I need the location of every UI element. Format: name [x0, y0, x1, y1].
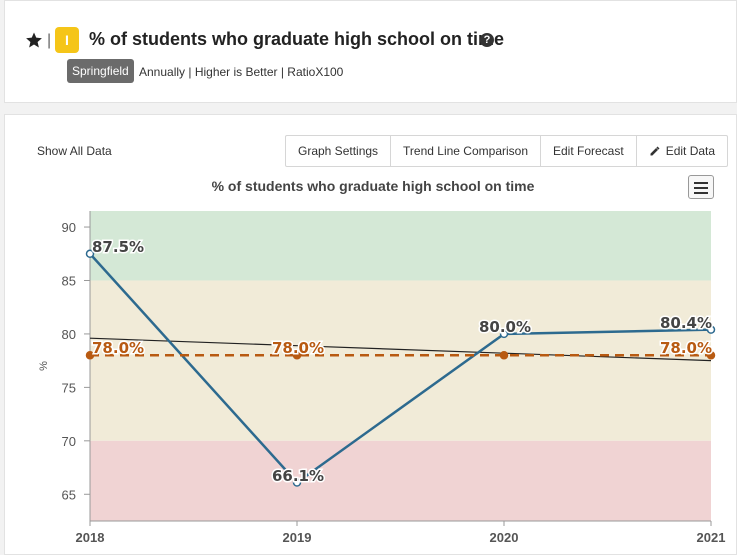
- data-point: [292, 478, 302, 487]
- edit-data-button[interactable]: Edit Data: [637, 136, 727, 166]
- data-label: 78.0%: [660, 339, 712, 357]
- page-title: % of students who graduate high school o…: [89, 29, 505, 49]
- data-point: [85, 249, 95, 259]
- indicator-type-badge: I: [55, 27, 79, 53]
- data-point: [499, 329, 509, 339]
- data-point: [292, 351, 302, 360]
- y-tick-label: 85: [62, 273, 76, 288]
- pencil-icon: [650, 146, 660, 156]
- y-tick-label: 65: [62, 487, 76, 502]
- location-chip[interactable]: Springfield: [67, 59, 134, 83]
- star-icon[interactable]: [25, 31, 43, 49]
- band-0: [90, 211, 711, 281]
- edit-data-label: Edit Data: [665, 144, 716, 158]
- y-tick-label: 75: [62, 380, 76, 395]
- indicator-meta: Annually | Higher is Better | RatioX100: [139, 65, 344, 79]
- data-point: [706, 351, 716, 360]
- y-tick-label: 90: [62, 220, 76, 235]
- data-point: [499, 351, 509, 360]
- trend-line: [89, 337, 712, 362]
- data-label: 78.0%: [92, 339, 144, 357]
- data-label: 80.0%: [479, 318, 531, 336]
- y-axis-label: %: [38, 361, 50, 371]
- data-point: [85, 351, 95, 360]
- chart-title: % of students who graduate high school o…: [212, 178, 535, 194]
- data-label: 78.0%: [272, 339, 324, 357]
- indicator-header-card: | I % of students who graduate high scho…: [4, 0, 737, 103]
- series-line-0: [89, 252, 712, 485]
- y-tick-label: 70: [62, 434, 76, 449]
- x-tick-label: 2019: [283, 530, 312, 545]
- x-tick-label: 2021: [697, 530, 726, 545]
- chart-toolbar: Graph Settings Trend Line Comparison Edi…: [285, 135, 729, 167]
- x-tick-label: 2018: [76, 530, 105, 545]
- data-label: 66.1%: [272, 467, 324, 485]
- x-tick-label: 2020: [490, 530, 519, 545]
- show-all-data-link[interactable]: Show All Data: [37, 144, 112, 158]
- edit-forecast-button[interactable]: Edit Forecast: [541, 136, 637, 166]
- chart-menu-icon[interactable]: [688, 175, 714, 199]
- band-1: [90, 280, 711, 441]
- band-2: [90, 440, 711, 521]
- graph-settings-button[interactable]: Graph Settings: [286, 136, 392, 166]
- data-label: 80.4%: [660, 314, 712, 332]
- help-icon[interactable]: ?: [480, 33, 494, 47]
- data-point: [706, 325, 716, 334]
- data-label: 87.5%: [92, 238, 144, 256]
- trend-line-comparison-button[interactable]: Trend Line Comparison: [391, 136, 541, 166]
- separator: |: [47, 32, 52, 49]
- y-tick-label: 80: [62, 327, 76, 342]
